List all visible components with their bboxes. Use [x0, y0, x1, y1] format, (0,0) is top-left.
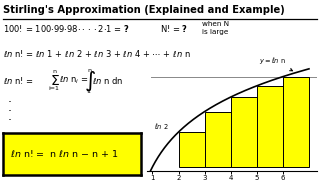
Text: n: n: [52, 69, 56, 74]
Text: Stirling's Approximation (Explained and Example): Stirling's Approximation (Explained and …: [3, 5, 285, 15]
Text: .: .: [8, 92, 12, 105]
Text: .: .: [8, 110, 12, 123]
Text: N! = $\mathbf{?}$: N! = $\mathbf{?}$: [160, 22, 188, 33]
Text: i=1: i=1: [49, 86, 60, 91]
Bar: [231, 97, 257, 167]
Text: 1: 1: [86, 89, 90, 94]
Text: $y = \ell n$ n: $y = \ell n$ n: [259, 55, 292, 71]
Text: $\it{\ell n}$ n! =  n $\it{\ell n}$ n $-$ n + 1: $\it{\ell n}$ n! = n $\it{\ell n}$ n $-$…: [10, 148, 119, 159]
Text: $\it{\ell n}$ n dn: $\it{\ell n}$ n dn: [92, 75, 124, 86]
Bar: [283, 77, 309, 167]
Text: .: .: [8, 101, 12, 114]
Bar: [257, 86, 283, 167]
Text: n: n: [87, 68, 91, 73]
Text: $\it{\ell n}$ n$_i$ =: $\it{\ell n}$ n$_i$ =: [59, 75, 89, 86]
Text: $\Sigma$: $\Sigma$: [50, 74, 60, 88]
Bar: [204, 112, 231, 167]
Text: $\it{\ell n}$ 2: $\it{\ell n}$ 2: [154, 121, 168, 131]
Text: 100! = 100$\cdot$99$\cdot$98$\cdot\cdot\cdot\cdot$2$\cdot$1 = $\mathbf{?}$: 100! = 100$\cdot$99$\cdot$98$\cdot\cdot\…: [3, 22, 130, 33]
Text: $\it{\ell n}$ n! = $\it{\ell n}$ 1 + $\it{\ell n}$ 2 + $\it{\ell n}$ 3 + $\it{\e: $\it{\ell n}$ n! = $\it{\ell n}$ 1 + $\i…: [3, 48, 191, 59]
Text: $\int$: $\int$: [84, 70, 96, 94]
Bar: [179, 132, 204, 167]
Text: when N
is large: when N is large: [202, 21, 229, 35]
Text: $\it{\ell n}$ n! =: $\it{\ell n}$ n! =: [3, 75, 34, 86]
